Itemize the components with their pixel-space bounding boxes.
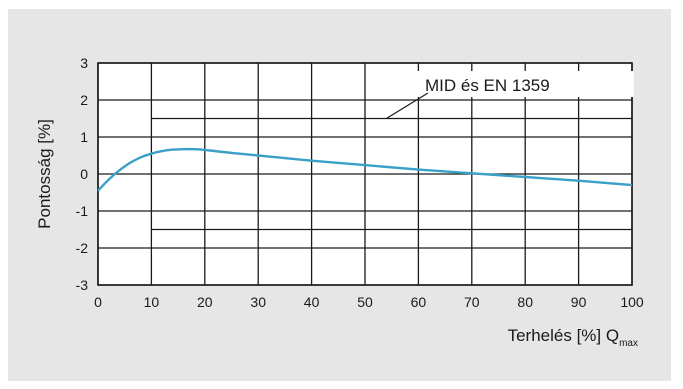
annotation-box — [412, 71, 634, 97]
y-tick-label: -1 — [76, 203, 89, 219]
x-tick-label: 90 — [571, 294, 587, 310]
x-tick-label: 50 — [357, 294, 373, 310]
limit-band — [151, 117, 632, 231]
y-tick-labels: 3 2 1 0 -1 -2 -3 — [76, 55, 89, 293]
x-tick-label: 30 — [250, 294, 266, 310]
x-axis-title-subscript: max — [619, 338, 638, 349]
x-tick-label: 0 — [94, 294, 102, 310]
x-tick-labels: 0 10 20 30 40 50 60 70 80 90 100 — [94, 294, 644, 310]
y-tick-label: 3 — [80, 55, 88, 71]
x-tick-label: 70 — [464, 294, 480, 310]
x-tick-label: 80 — [517, 294, 533, 310]
x-tick-label: 100 — [620, 294, 644, 310]
x-tick-label: 10 — [144, 294, 160, 310]
x-tick-label: 60 — [411, 294, 427, 310]
y-tick-label: -2 — [76, 240, 89, 256]
y-tick-label: 0 — [80, 166, 88, 182]
x-axis-title: Terhelés [%] Qmax — [508, 326, 638, 349]
plot-frame — [97, 62, 633, 286]
y-axis-title: Pontosság [%] — [35, 119, 54, 229]
x-tick-label: 40 — [304, 294, 320, 310]
limit-annotation: MID és EN 1359 — [386, 71, 634, 120]
annotation-leader-line — [386, 92, 429, 120]
y-tick-label: 1 — [80, 129, 88, 145]
series-group — [97, 147, 633, 192]
x-tick-label: 20 — [197, 294, 213, 310]
accuracy-curve — [97, 147, 633, 192]
y-tick-label: -3 — [76, 277, 89, 293]
chart-panel: 0 10 20 30 40 50 60 70 80 90 100 3 2 1 0 -1 -2 -3 MID és… — [8, 9, 671, 381]
annotation-label: MID és EN 1359 — [425, 76, 550, 95]
y-tick-label: 2 — [80, 92, 88, 108]
